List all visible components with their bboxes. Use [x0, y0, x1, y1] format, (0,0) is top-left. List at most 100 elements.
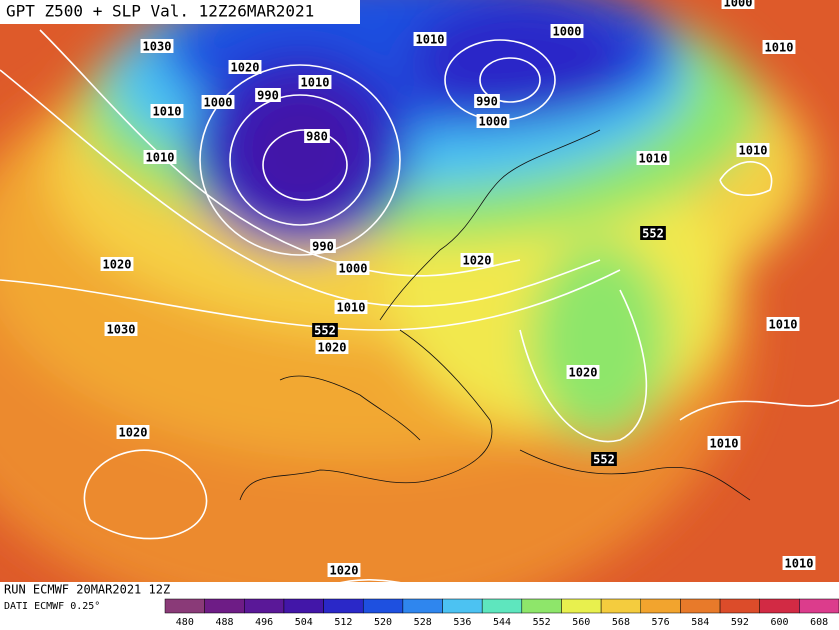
isobar-label-text: 1000: [724, 0, 753, 10]
colorbar-label: 528: [414, 617, 432, 628]
isobar-label: 1010: [143, 150, 177, 165]
isobar-label-text: 1000: [339, 262, 368, 276]
isobar-label: 990: [474, 94, 500, 109]
isobar-label-text: 1000: [479, 115, 508, 129]
isobar-label: 1020: [566, 365, 600, 380]
isobar-label-box: [100, 257, 134, 271]
isobar-label-box: [636, 151, 670, 165]
isobar-label: 1010: [150, 104, 184, 119]
isobar-label: 1020: [315, 340, 349, 355]
isobar-label: 1020: [460, 253, 494, 268]
colorbar-swatch: [600, 598, 642, 614]
isobar-label-box: [550, 24, 584, 38]
isobar-label: 1000: [476, 114, 510, 129]
isobar-label: 1010: [334, 300, 368, 315]
isobar-label-text: 1000: [204, 96, 233, 110]
isobars: [0, 29, 839, 601]
isobar-label-box: [298, 75, 332, 89]
colorbar-label: 496: [255, 617, 273, 628]
isobar-label-box: [476, 114, 510, 128]
isobar-label: 1020: [228, 60, 262, 75]
isobar-label-text: 1010: [769, 318, 798, 332]
isobar-label-box: [413, 32, 447, 46]
isobar-label-text: 1010: [739, 144, 768, 158]
z500-label-box: [640, 226, 666, 240]
isobar-label-text: 1000: [553, 25, 582, 39]
isobar-label-text: 980: [306, 130, 328, 144]
z500-label: 552: [312, 323, 338, 338]
isobar-label-box: [721, 0, 755, 9]
colorbar-swatch: [521, 598, 562, 614]
labels: 1030 1020 1010 1000 1010 1010 990 1000 1010 990 10…: [100, 0, 816, 578]
isobar-label-box: [474, 94, 500, 108]
colorbar-swatch: [164, 598, 205, 614]
isobar-label-box: [150, 104, 184, 118]
isobar-label-text: 1020: [103, 258, 132, 272]
colorbar-swatch: [759, 598, 800, 614]
run-info: RUN ECMWF 20MAR2021 12Z: [4, 583, 170, 597]
isobar-label: 1020: [327, 563, 361, 578]
isobar-label-text: 1020: [330, 564, 359, 578]
isobar-label: 1010: [736, 143, 770, 158]
isobar-label-box: [140, 39, 174, 53]
isobar-label-text: 1030: [143, 40, 172, 54]
colorbar-label: 512: [334, 617, 352, 628]
isobar-label: 1010: [782, 556, 816, 571]
isobar-label-box: [104, 322, 138, 336]
isobar-label: 1030: [140, 39, 174, 54]
isobar-label-text: 1010: [639, 152, 668, 166]
isobar-label-text: 1010: [785, 557, 814, 571]
colorbar-label: 568: [612, 617, 630, 628]
isobar-label: 1010: [298, 75, 332, 90]
isobar-label-text: 1020: [569, 366, 598, 380]
z500-label-box: [591, 452, 617, 466]
z500-label-text: 552: [593, 453, 615, 467]
source-info: DATI ECMWF 0.25°: [4, 601, 100, 612]
isobar-label-box: [116, 425, 150, 439]
colorbar-swatch: [561, 598, 602, 614]
colorbar-swatch: [244, 598, 285, 614]
isobar-label-text: 1010: [301, 76, 330, 90]
colorbar-swatch: [283, 598, 324, 614]
isobar-label: 1000: [336, 261, 370, 276]
isobar-label-box: [315, 340, 349, 354]
isobar-label-text: 1020: [318, 341, 347, 355]
isobar-label: 1010: [766, 317, 800, 332]
colorbar-label: 480: [176, 617, 194, 628]
colorbar: 480 488 496 504 512 520 528 536 544 552 560 568 576 5…: [164, 598, 839, 628]
isobar-label: 1010: [413, 32, 447, 47]
isobar-label-box: [327, 563, 361, 577]
colorbar-label: 504: [295, 617, 313, 628]
colorbar-label: 552: [533, 617, 551, 628]
isobar-label-text: 1020: [463, 254, 492, 268]
colorbar-label: 544: [493, 617, 511, 628]
isobar-label: 990: [255, 88, 281, 103]
isobar-label-text: 990: [257, 89, 279, 103]
colorbar-swatch: [402, 598, 443, 614]
isobar-label: 1010: [762, 40, 796, 55]
isobar-label-text: 1020: [231, 61, 260, 75]
coastlines: [239, 129, 751, 501]
isobar-label-box: [736, 143, 770, 157]
isobar-label-box: [255, 88, 281, 102]
isobar-label-box: [707, 436, 741, 450]
isobar-label-text: 1010: [710, 437, 739, 451]
colorbar-label: 600: [770, 617, 788, 628]
isobar-label-box: [334, 300, 368, 314]
isobar-label: 1000: [550, 24, 584, 39]
colorbar-label: 592: [731, 617, 749, 628]
isobar-label-box: [143, 150, 177, 164]
isobar-label: 1030: [104, 322, 138, 337]
z500-label: 552: [640, 226, 666, 241]
colorbar-swatch: [204, 598, 245, 614]
colorbar-swatch: [799, 598, 839, 614]
colorbar-swatch: [323, 598, 364, 614]
colorbar-swatch: [481, 598, 523, 614]
colorbar-swatch: [640, 598, 681, 614]
isobar-label: 1010: [636, 151, 670, 166]
isobar-label-box: [566, 365, 600, 379]
colorbar-swatch: [680, 598, 721, 614]
isobar-label: 1020: [116, 425, 150, 440]
